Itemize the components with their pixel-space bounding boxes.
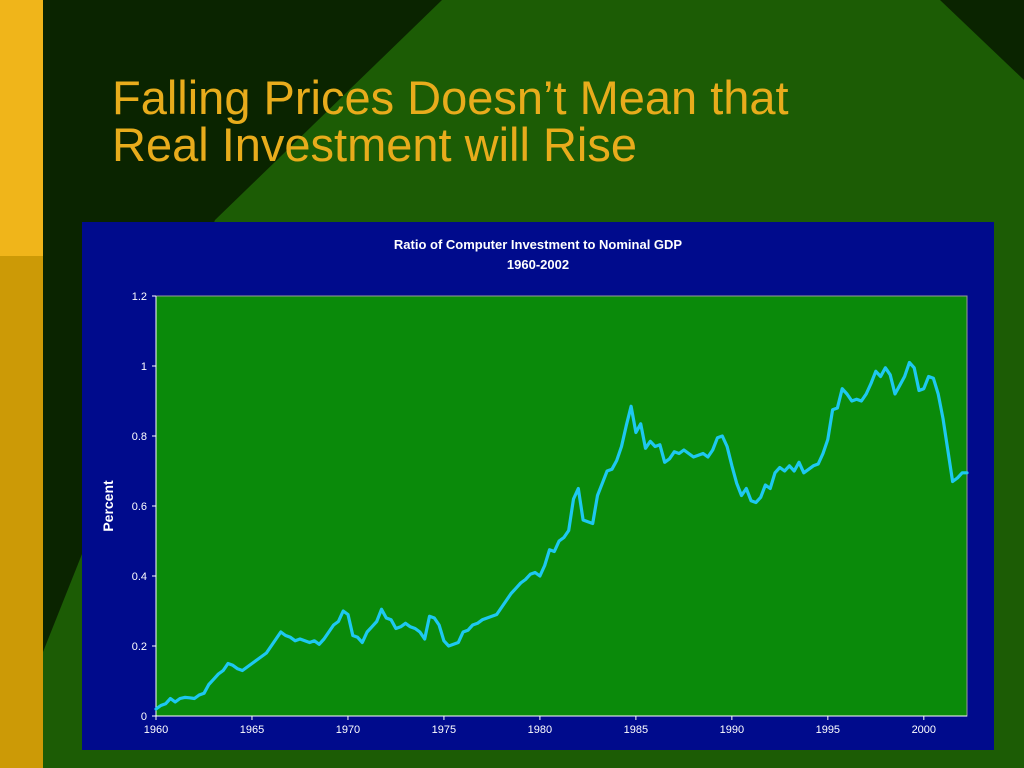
x-tick-label: 1985 <box>624 724 648 736</box>
y-tick-label: 1.2 <box>132 291 147 303</box>
x-tick-label: 1970 <box>336 724 360 736</box>
line-chart: Ratio of Computer Investment to Nominal … <box>100 237 969 736</box>
x-tick-label: 1965 <box>240 724 264 736</box>
x-tick-label: 1990 <box>720 724 744 736</box>
slide-title: Falling Prices Doesn’t Mean that Real In… <box>112 74 992 168</box>
x-tick-label: 2000 <box>912 724 936 736</box>
y-tick-label: 0.4 <box>132 571 147 583</box>
x-axis-ticks: 1960 1965 1970 1975 1980 1985 1990 1995 2000 <box>144 716 936 736</box>
chart-panel: Ratio of Computer Investment to Nominal … <box>82 222 994 750</box>
x-tick-label: 1995 <box>816 724 840 736</box>
y-tick-label: 0.8 <box>132 431 147 443</box>
slide-title-line-1: Falling Prices Doesn’t Mean that <box>112 71 789 124</box>
y-axis-ticks: 0 0.2 0.4 0.6 0.8 1 1.2 <box>132 291 156 723</box>
chart-title: Ratio of Computer Investment to Nominal … <box>394 237 683 252</box>
x-tick-label: 1960 <box>144 724 168 736</box>
slide-title-line-2: Real Investment will Rise <box>112 118 638 171</box>
series-group <box>154 360 969 711</box>
chart-subtitle: 1960-2002 <box>507 257 569 272</box>
y-tick-label: 0 <box>141 711 147 723</box>
left-accent-bar-bottom <box>0 256 43 768</box>
plot-area <box>155 295 968 717</box>
series-line <box>154 360 969 711</box>
y-tick-label: 0.6 <box>132 501 147 513</box>
y-axis-label: Percent <box>100 480 116 532</box>
x-tick-label: 1975 <box>432 724 456 736</box>
y-tick-label: 0.2 <box>132 641 147 653</box>
x-tick-label: 1980 <box>528 724 552 736</box>
y-tick-label: 1 <box>141 361 147 373</box>
left-accent-bar-top <box>0 0 43 256</box>
